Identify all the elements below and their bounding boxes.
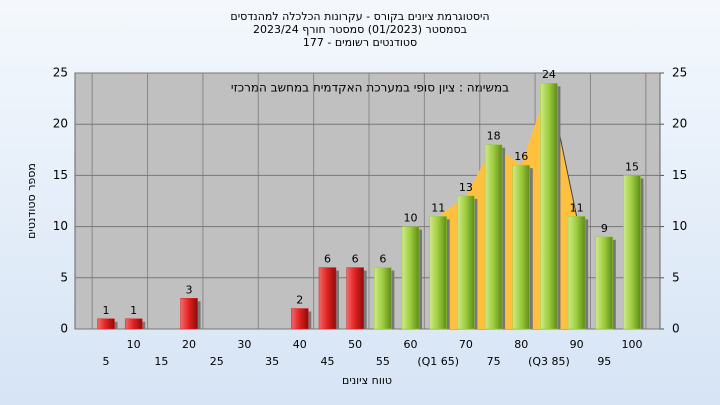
y-tick-label: 0 bbox=[60, 322, 68, 336]
y2-tick-label: 20 bbox=[672, 117, 687, 131]
value-label: 15 bbox=[625, 160, 639, 173]
x-tick-label: 25 bbox=[210, 355, 224, 368]
x-tick-label: 15 bbox=[154, 355, 168, 368]
bar bbox=[180, 298, 198, 330]
x-tick-label: (Q1 65) bbox=[417, 355, 459, 368]
bar bbox=[291, 308, 309, 330]
bar bbox=[567, 216, 586, 330]
y2-tick-label: 25 bbox=[672, 66, 687, 80]
x-tick-label: 75 bbox=[487, 355, 501, 368]
value-label: 18 bbox=[487, 130, 501, 143]
x-tick-label: 60 bbox=[404, 338, 418, 351]
annotation: במשימה : ציון סופי במערכת האקדמית במחשב … bbox=[231, 81, 509, 95]
x-tick-label: 70 bbox=[459, 338, 473, 351]
x-tick-label: 45 bbox=[320, 355, 334, 368]
x-tick-label: 95 bbox=[597, 355, 611, 368]
chart-subtitle: סטודנטים רשומים - 177 bbox=[303, 36, 417, 49]
x-tick-label: 100 bbox=[622, 338, 643, 351]
x-tick-label: 50 bbox=[348, 338, 362, 351]
y-tick-label: 5 bbox=[60, 270, 68, 284]
bar bbox=[401, 226, 420, 330]
value-label: 6 bbox=[324, 253, 331, 266]
value-label: 24 bbox=[542, 68, 556, 81]
bar bbox=[595, 236, 614, 330]
value-label: 2 bbox=[296, 294, 303, 307]
y-tick-label: 15 bbox=[53, 168, 68, 182]
bar bbox=[318, 267, 337, 330]
bar bbox=[484, 144, 503, 330]
bar bbox=[97, 318, 115, 330]
y2-tick-label: 15 bbox=[672, 168, 687, 182]
value-label: 10 bbox=[404, 212, 418, 225]
x-tick-label: 20 bbox=[182, 338, 196, 351]
bar bbox=[429, 216, 447, 330]
y-tick-label: 20 bbox=[53, 117, 68, 131]
x-tick-label: 80 bbox=[514, 338, 528, 351]
y2-tick-label: 10 bbox=[672, 219, 687, 233]
x-tick-label: 30 bbox=[237, 338, 251, 351]
x-axis-label: טווח ציונים bbox=[342, 374, 392, 387]
bar bbox=[346, 267, 364, 330]
chart-subtitle: בסמסטר (01/2023) סמסטר חורף 2023/24 bbox=[253, 23, 467, 36]
x-tick-label: 10 bbox=[127, 338, 141, 351]
x-tick-label: 55 bbox=[376, 355, 390, 368]
x-tick-label: 90 bbox=[570, 338, 584, 351]
value-label: 13 bbox=[459, 181, 473, 194]
bar bbox=[512, 164, 531, 330]
bar bbox=[374, 267, 392, 330]
value-label: 11 bbox=[431, 201, 445, 214]
x-tick-label: 35 bbox=[265, 355, 279, 368]
value-label: 1 bbox=[130, 304, 137, 317]
value-label: 16 bbox=[514, 150, 528, 163]
value-label: 1 bbox=[103, 304, 110, 317]
value-label: 9 bbox=[601, 222, 608, 235]
value-label: 6 bbox=[379, 253, 386, 266]
value-label: 6 bbox=[352, 253, 359, 266]
x-tick-label: (Q3 85) bbox=[528, 355, 570, 368]
chart-title: היסטוגרמת ציונים בקורס - עקרונות הכלכלה … bbox=[230, 10, 489, 23]
y-axis-label: מספר סטודנטים bbox=[25, 163, 38, 239]
bar bbox=[540, 82, 558, 330]
bar bbox=[623, 175, 641, 330]
value-label: 3 bbox=[186, 283, 193, 296]
y2-tick-label: 5 bbox=[672, 270, 680, 284]
y2-tick-label: 0 bbox=[672, 322, 680, 336]
y-tick-label: 10 bbox=[53, 219, 68, 233]
bar bbox=[124, 318, 143, 330]
x-tick-label: 40 bbox=[293, 338, 307, 351]
x-tick-label: 5 bbox=[103, 355, 110, 368]
value-label: 11 bbox=[570, 201, 584, 214]
bar bbox=[457, 195, 475, 330]
y-tick-label: 25 bbox=[53, 66, 68, 80]
